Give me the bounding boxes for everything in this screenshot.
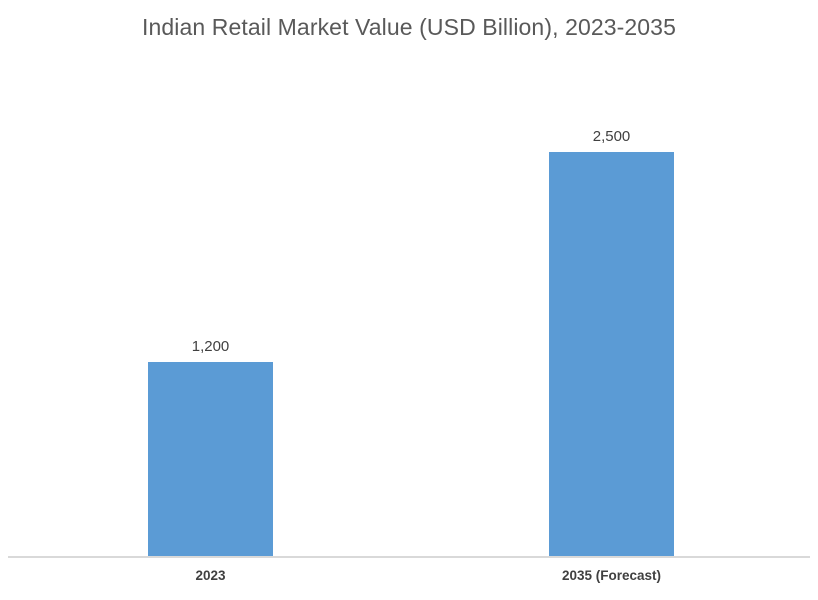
category-label-2035-forecast: 2035 (Forecast): [561, 568, 662, 583]
bar-group-2023: 1,200 2023: [148, 338, 273, 583]
bar-group-2035-forecast: 2,500 2035 (Forecast): [549, 128, 674, 583]
category-axis-line: [8, 556, 810, 558]
bar-value-label: 1,200: [191, 338, 230, 355]
bar-2023[interactable]: [148, 362, 273, 556]
category-label-2023: 2023: [195, 568, 226, 583]
bar-value-label: 2,500: [592, 128, 631, 145]
chart-title: Indian Retail Market Value (USD Billion)…: [142, 14, 676, 40]
bar-2035-forecast[interactable]: [549, 152, 674, 556]
